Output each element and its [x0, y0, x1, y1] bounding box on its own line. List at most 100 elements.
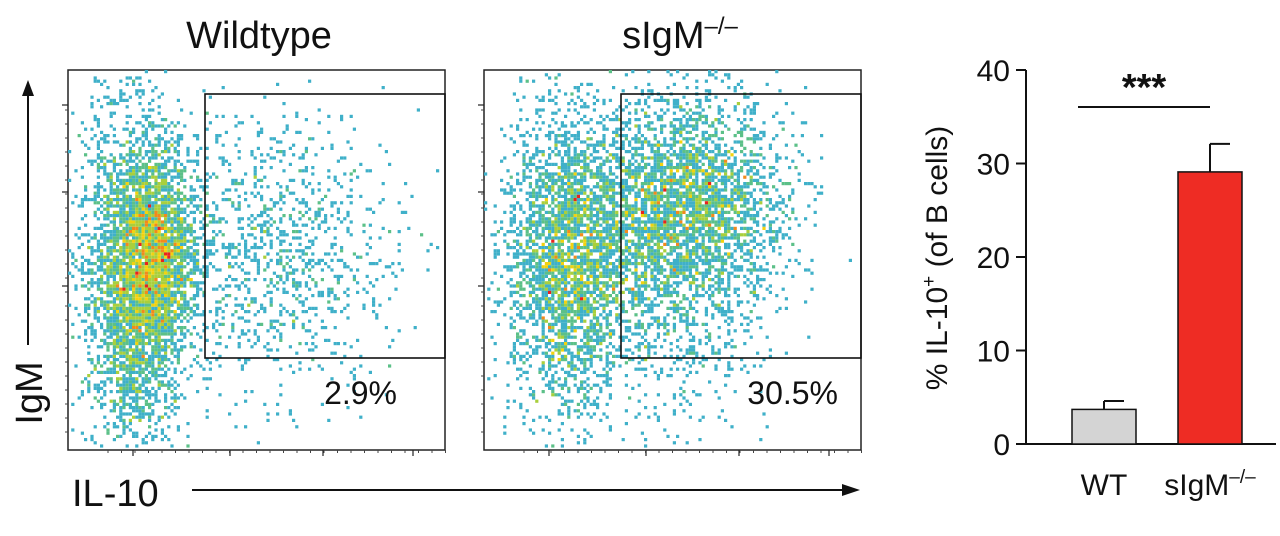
density-cell — [644, 207, 648, 211]
density-cell — [112, 169, 116, 173]
density-cell — [800, 121, 804, 125]
density-cell — [148, 418, 152, 422]
density-cell — [656, 114, 660, 118]
density-cell — [135, 169, 139, 173]
density-cell — [157, 294, 161, 298]
density-cell — [535, 182, 539, 186]
density-cell — [340, 274, 344, 278]
density-cell — [189, 316, 193, 320]
density-cell — [244, 249, 248, 253]
density-cell — [221, 242, 225, 246]
density-cell — [567, 204, 571, 208]
density-cell — [141, 306, 145, 310]
density-cell — [349, 188, 353, 192]
density-cell — [301, 153, 305, 157]
density-cell — [135, 166, 139, 170]
density-cell — [141, 361, 145, 365]
density-cell — [557, 127, 561, 131]
density-cell — [592, 185, 596, 189]
density-cell — [685, 178, 689, 182]
density-cell — [154, 281, 158, 285]
density-cell — [580, 220, 584, 224]
density-cell — [589, 217, 593, 221]
density-cell — [669, 153, 673, 157]
density-cell — [151, 169, 155, 173]
density-cell — [688, 130, 692, 134]
density-cell — [541, 220, 545, 224]
density-cell — [196, 265, 200, 269]
density-cell — [77, 236, 81, 240]
density-cell — [135, 246, 139, 250]
density-cell — [426, 268, 430, 272]
density-cell — [634, 198, 638, 202]
density-cell — [288, 191, 292, 195]
density-cell — [567, 210, 571, 214]
density-cell — [135, 236, 139, 240]
density-cell — [170, 409, 174, 413]
density-cell — [631, 153, 635, 157]
density-cell — [304, 150, 308, 154]
density-cell — [170, 156, 174, 160]
density-cell — [541, 153, 545, 157]
density-cell — [144, 194, 148, 198]
density-cell — [138, 214, 142, 218]
density-cell — [695, 146, 699, 150]
density-cell — [522, 159, 526, 163]
density-cell — [141, 409, 145, 413]
density-cell — [359, 364, 363, 368]
density-cell — [679, 210, 683, 214]
density-cell — [189, 175, 193, 179]
density-cell — [215, 140, 219, 144]
density-cell — [192, 271, 196, 275]
density-cell — [720, 220, 724, 224]
density-cell — [644, 166, 648, 170]
density-cell — [170, 294, 174, 298]
density-cell — [384, 150, 388, 154]
density-cell — [138, 169, 142, 173]
density-cell — [516, 182, 520, 186]
density-cell — [106, 294, 110, 298]
density-cell — [314, 306, 318, 310]
density-cell — [170, 178, 174, 182]
density-cell — [365, 252, 369, 256]
density-cell — [160, 345, 164, 349]
density-cell — [343, 354, 347, 358]
density-cell — [173, 319, 177, 323]
density-cell — [109, 102, 113, 106]
density-cell — [180, 313, 184, 317]
density-cell — [122, 425, 126, 429]
density-cell — [84, 284, 88, 288]
density-cell — [272, 156, 276, 160]
density-cell — [157, 185, 161, 189]
density-cell — [247, 358, 251, 362]
density-cell — [180, 242, 184, 246]
density-cell — [714, 188, 718, 192]
density-cell — [260, 306, 264, 310]
density-cell — [269, 348, 273, 352]
density-cell — [676, 210, 680, 214]
density-cell — [551, 182, 555, 186]
density-cell — [500, 127, 504, 131]
density-cell — [266, 412, 270, 416]
density-cell — [135, 399, 139, 403]
density-cell — [157, 345, 161, 349]
density-cell — [701, 188, 705, 192]
density-cell — [656, 98, 660, 102]
density-cell — [692, 127, 696, 131]
density-cell — [128, 316, 132, 320]
density-cell — [596, 169, 600, 173]
density-cell — [688, 185, 692, 189]
density-cell — [106, 377, 110, 381]
density-cell — [170, 268, 174, 272]
density-cell — [711, 134, 715, 138]
density-cell — [176, 204, 180, 208]
density-cell — [144, 380, 148, 384]
density-cell — [640, 182, 644, 186]
density-cell — [164, 140, 168, 144]
density-cell — [509, 210, 513, 214]
density-cell — [557, 201, 561, 205]
density-cell — [74, 287, 78, 291]
density-cell — [253, 313, 257, 317]
density-cell — [164, 297, 168, 301]
density-cell — [708, 156, 712, 160]
